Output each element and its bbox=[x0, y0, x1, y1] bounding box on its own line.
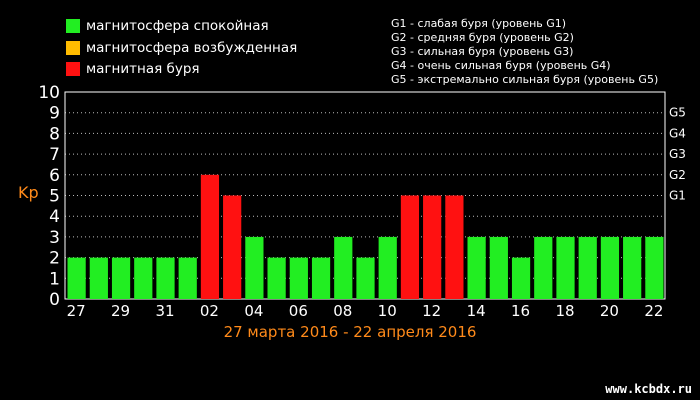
bar bbox=[600, 236, 620, 299]
bar bbox=[134, 257, 153, 299]
legend-swatch-excited bbox=[66, 41, 80, 55]
legend-item-storm: магнитная буря bbox=[66, 61, 200, 77]
x-tick-label: 14 bbox=[467, 302, 486, 320]
bar bbox=[289, 257, 308, 299]
bar bbox=[334, 236, 353, 299]
y-tick-label: 10 bbox=[38, 83, 60, 103]
y-axis-title: Kp bbox=[18, 183, 39, 202]
storm-level-g3: G3 - сильная буря (уровень G3) bbox=[391, 45, 574, 58]
x-tick-label: 22 bbox=[644, 302, 663, 320]
bar bbox=[511, 257, 531, 299]
bar bbox=[245, 236, 264, 299]
x-tick-label: 16 bbox=[511, 302, 530, 320]
bar bbox=[445, 195, 464, 299]
y-tick-label: 0 bbox=[49, 290, 60, 310]
bar bbox=[423, 195, 442, 299]
y-tick-label: 5 bbox=[49, 187, 60, 207]
g-tick-label: G3 bbox=[669, 147, 686, 161]
storm-level-g1: G1 - слабая буря (уровень G1) bbox=[391, 17, 567, 30]
bar bbox=[178, 257, 197, 299]
g-tick-label: G2 bbox=[669, 168, 686, 182]
x-axis-title: 27 марта 2016 - 22 апреля 2016 bbox=[223, 323, 477, 341]
legend-label-storm: магнитная буря bbox=[86, 61, 200, 77]
g-tick-label: G1 bbox=[669, 189, 686, 203]
legend-swatch-storm bbox=[66, 62, 80, 76]
bar bbox=[111, 257, 131, 299]
x-tick-label: 02 bbox=[200, 302, 219, 320]
storm-level-g5: G5 - экстремально сильная буря (уровень … bbox=[391, 73, 659, 86]
x-tick-label: 04 bbox=[244, 302, 263, 320]
storm-level-g4: G4 - очень сильная буря (уровень G4) bbox=[391, 59, 611, 72]
x-tick-label: 27 bbox=[67, 302, 86, 320]
bar bbox=[378, 236, 397, 299]
x-tick-label: 12 bbox=[422, 302, 441, 320]
y-tick-label: 2 bbox=[49, 249, 60, 269]
bar bbox=[534, 236, 553, 299]
x-tick-label: 10 bbox=[378, 302, 397, 320]
bar bbox=[267, 257, 286, 299]
bar bbox=[67, 257, 86, 299]
legend-swatch-quiet bbox=[66, 19, 80, 33]
bar bbox=[467, 236, 486, 299]
bar bbox=[556, 236, 575, 299]
y-tick-label: 6 bbox=[49, 166, 60, 186]
g-tick-label: G4 bbox=[669, 126, 686, 140]
storm-level-legend: G1 - слабая буря (уровень G1) G2 - средн… bbox=[391, 17, 658, 87]
x-tick-label: 08 bbox=[333, 302, 352, 320]
bar bbox=[311, 257, 331, 299]
x-tick-label: 18 bbox=[555, 302, 574, 320]
x-tick-label: 06 bbox=[289, 302, 308, 320]
x-tick-label: 20 bbox=[600, 302, 619, 320]
g-tick-label: G5 bbox=[669, 106, 686, 120]
bar bbox=[200, 174, 220, 299]
y-tick-label: 8 bbox=[49, 124, 60, 144]
bar bbox=[356, 257, 375, 299]
legend-item-quiet: магнитосфера спокойная bbox=[66, 18, 269, 34]
y-tick-label: 7 bbox=[49, 145, 60, 165]
y-tick-label: 1 bbox=[49, 269, 60, 289]
bar bbox=[623, 236, 642, 299]
storm-level-g2: G2 - средняя буря (уровень G2) bbox=[391, 31, 574, 44]
legend-item-excited: магнитосфера возбужденная bbox=[66, 40, 297, 56]
y-tick-label: 9 bbox=[49, 104, 60, 124]
legend-label-quiet: магнитосфера спокойная bbox=[86, 18, 269, 34]
x-tick-label: 29 bbox=[111, 302, 130, 320]
bar bbox=[645, 236, 664, 299]
watermark: www.kcbdx.ru bbox=[605, 382, 692, 396]
legend-label-excited: магнитосфера возбужденная bbox=[86, 40, 298, 56]
bar bbox=[156, 257, 175, 299]
bar bbox=[489, 236, 508, 299]
bar bbox=[578, 236, 597, 299]
y-tick-label: 3 bbox=[49, 228, 60, 248]
bar bbox=[223, 195, 242, 299]
y-tick-label: 4 bbox=[49, 207, 60, 227]
bar bbox=[89, 257, 108, 299]
bar bbox=[400, 195, 420, 299]
x-tick-label: 31 bbox=[155, 302, 174, 320]
